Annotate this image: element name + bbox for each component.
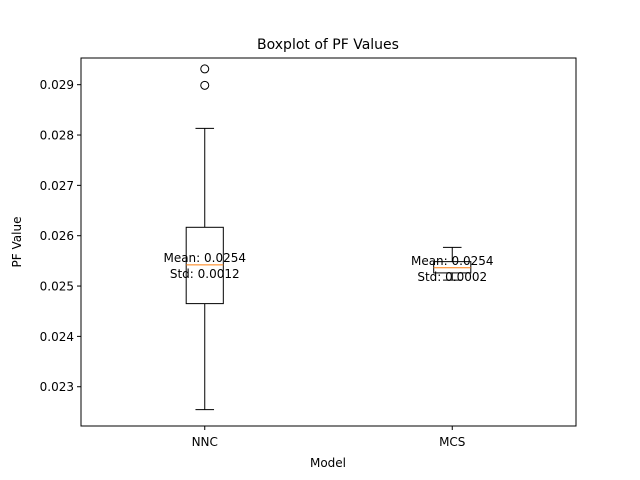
annotation-mean: Mean: 0.0254 [411,254,494,268]
annotation-std: Std: 0.0002 [417,270,487,284]
y-tick-label: 0.027 [40,179,74,193]
x-axis-label: Model [310,456,346,470]
chart-title: Boxplot of PF Values [257,37,399,53]
y-tick-label: 0.024 [40,330,74,344]
y-tick-label: 0.029 [40,78,74,92]
box-iqr [185,226,224,305]
outlier-point [200,80,210,90]
y-axis-label: PF Value [10,217,24,268]
annotation-std: Std: 0.0012 [170,267,240,281]
x-tick-label: NNC [192,435,218,449]
axes-frame [80,57,577,427]
y-tick-label: 0.028 [40,129,74,143]
plot-area: 0.023 0.024 0.025 0.026 0.027 0.028 0.029 NNC Me… [40,64,494,449]
box-iqr [433,261,472,274]
y-tick-label: 0.026 [40,229,74,243]
y-tick-label: 0.023 [40,380,74,394]
annotation-mean: Mean: 0.0254 [163,251,246,265]
y-tick-label: 0.025 [40,280,74,294]
outlier-point [200,64,210,74]
x-tick-label: MCS [439,435,465,449]
